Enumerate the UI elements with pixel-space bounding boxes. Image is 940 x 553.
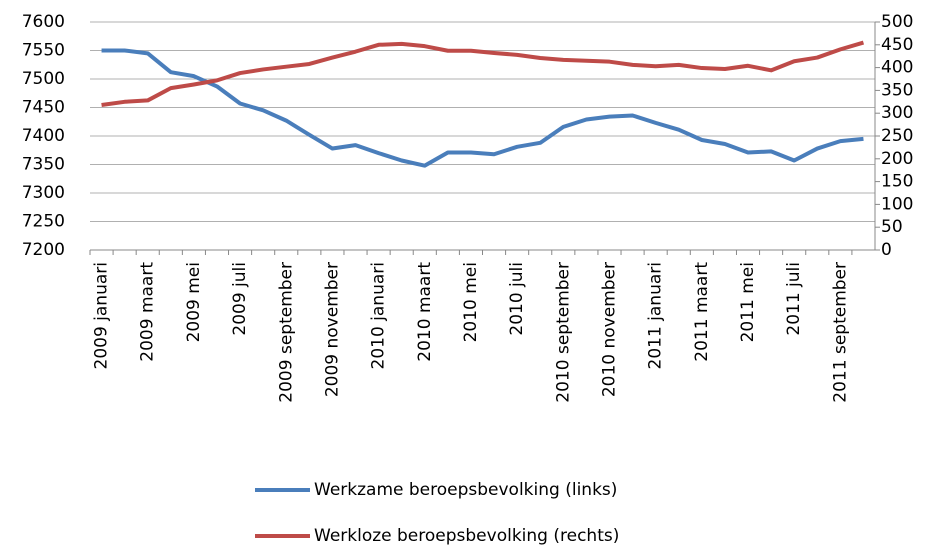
x-tick-label: 2010 juli — [507, 262, 527, 336]
y-tick-label: 7350 — [22, 155, 65, 175]
x-tick-label: 2009 mei — [184, 262, 204, 342]
x-tick-label: 2011 maart — [692, 262, 712, 362]
x-tick-label: 2009 maart — [138, 262, 158, 362]
y2-tick-label: 0 — [881, 240, 892, 260]
y2-tick-label: 100 — [881, 194, 913, 214]
x-tick-label: 2011 juli — [784, 262, 804, 336]
series-line — [101, 48, 864, 168]
legend-label: Werkzame beroepsbevolking (links) — [314, 480, 617, 500]
y2-tick-label: 350 — [881, 80, 913, 100]
y2-tick-label: 200 — [881, 149, 913, 169]
y2-tick-label: 150 — [881, 172, 913, 192]
x-tick-label: 2009 juli — [230, 262, 250, 336]
y2-tick-label: 500 — [881, 12, 913, 32]
y-tick-label: 7300 — [22, 183, 65, 203]
y-tick-label: 7400 — [22, 126, 65, 146]
x-tick-label: 2010 januari — [369, 262, 389, 370]
x-tick-label: 2009 januari — [92, 262, 112, 370]
y2-tick-label: 300 — [881, 103, 913, 123]
y-tick-label: 7200 — [22, 240, 65, 260]
legend-label: Werkloze beroepsbevolking (rechts) — [314, 526, 619, 546]
x-tick-label: 2010 maart — [415, 262, 435, 362]
y2-tick-label: 450 — [881, 35, 913, 55]
x-tick-label: 2011 mei — [738, 262, 758, 342]
y2-tick-label: 50 — [881, 217, 903, 237]
x-tick-label: 2011 september — [830, 262, 850, 403]
y-tick-label: 7250 — [22, 212, 65, 232]
y2-tick-label: 250 — [881, 126, 913, 146]
y-tick-label: 7600 — [22, 12, 65, 32]
x-tick-label: 2009 september — [276, 262, 296, 403]
x-tick-label: 2010 mei — [461, 262, 481, 342]
y-tick-label: 7450 — [22, 98, 65, 118]
y-tick-label: 7500 — [22, 69, 65, 89]
y-tick-label: 7550 — [22, 41, 65, 61]
x-tick-label: 2010 november — [599, 262, 619, 397]
x-tick-label: 2010 september — [553, 262, 573, 403]
y2-tick-label: 400 — [881, 58, 913, 78]
series-line — [101, 40, 865, 107]
x-tick-label: 2009 november — [322, 262, 342, 397]
x-tick-label: 2011 januari — [646, 262, 666, 370]
